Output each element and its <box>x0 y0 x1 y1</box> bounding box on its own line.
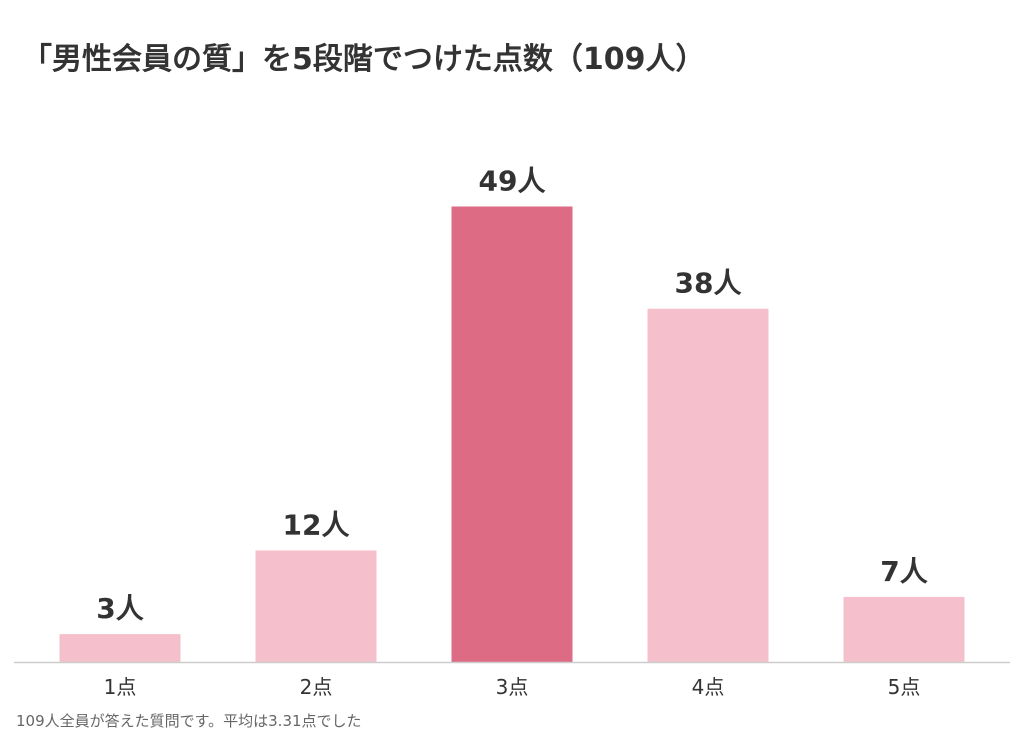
category-label-3: 3点 <box>496 675 529 699</box>
category-label-5: 5点 <box>888 675 921 699</box>
bar-5 <box>843 596 965 662</box>
chart-title: 「男性会員の質」を5段階でつけた点数（109人） <box>22 42 706 77</box>
value-label-1: 3人 <box>96 592 143 625</box>
category-label-1: 1点 <box>104 675 137 699</box>
footnote: 109人全員が答えた質問です。平均は3.31点でした <box>16 712 362 730</box>
value-label-4: 38人 <box>675 267 742 300</box>
bar-3 <box>451 206 573 662</box>
bar-4 <box>647 308 769 662</box>
value-label-3: 49人 <box>479 164 546 197</box>
bar-2 <box>255 550 377 662</box>
bar-1 <box>59 634 181 662</box>
value-label-5: 7人 <box>880 555 927 588</box>
value-label-2: 12人 <box>283 508 350 541</box>
category-label-4: 4点 <box>692 675 725 699</box>
category-label-2: 2点 <box>300 675 333 699</box>
